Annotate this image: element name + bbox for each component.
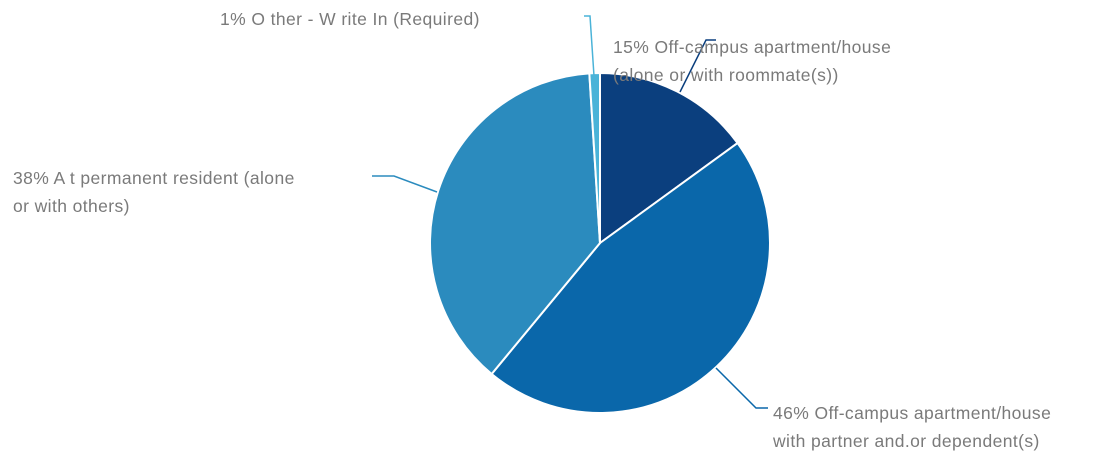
pie-slice bbox=[599, 72, 739, 244]
slice-label-line: 38% A t permanent resident (alone bbox=[13, 168, 295, 188]
leader-line bbox=[584, 15, 595, 77]
slice-label-line: or with others) bbox=[13, 196, 130, 216]
leader-line bbox=[715, 367, 768, 409]
pie-slices bbox=[429, 72, 771, 414]
slice-labels: 15% Off-campus apartment/house (alone or… bbox=[13, 9, 1051, 451]
pie-slice bbox=[588, 72, 601, 244]
pie-slice bbox=[429, 72, 601, 375]
pie-slice bbox=[490, 142, 771, 414]
slice-label-line: with partner and.or dependent(s) bbox=[772, 431, 1040, 451]
slice-label-line: (alone or with roommate(s)) bbox=[613, 65, 839, 85]
slice-label-line: 1% O ther - W rite In (Required) bbox=[220, 9, 480, 29]
slice-label-line: 46% Off-campus apartment/house bbox=[773, 403, 1051, 423]
leader-line bbox=[372, 175, 438, 193]
slice-label-line: 15% Off-campus apartment/house bbox=[613, 37, 891, 57]
leader-lines bbox=[372, 15, 768, 409]
leader-line bbox=[679, 39, 716, 93]
